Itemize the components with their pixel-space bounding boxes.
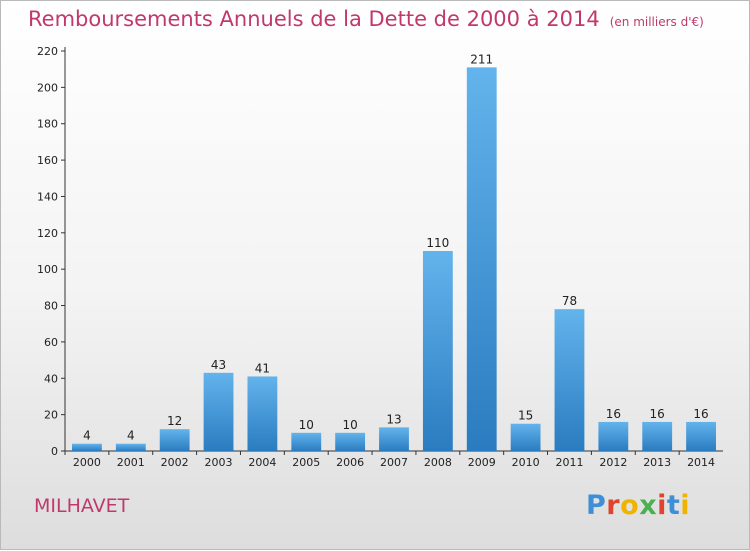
bar-2014: [686, 421, 716, 451]
bar-value-label: 16: [606, 407, 621, 421]
bar-2008: [422, 251, 453, 451]
bar-value-label: 16: [693, 407, 708, 421]
bar-2011: [554, 309, 585, 451]
x-tick-label: 2014: [687, 456, 715, 469]
x-tick-label: 2012: [599, 456, 627, 469]
bar-value-label: 10: [342, 418, 357, 432]
chart-title-text: Remboursements Annuels de la Dette de 20…: [28, 7, 600, 31]
logo-letter: i: [657, 490, 667, 521]
y-tick-label: 40: [44, 372, 58, 385]
y-tick-label: 160: [37, 154, 58, 167]
x-tick-label: 2013: [643, 456, 671, 469]
bar-value-label: 16: [650, 407, 665, 421]
bar-2006: [335, 432, 366, 451]
bar-value-label: 78: [562, 294, 577, 308]
x-tick-label: 2002: [161, 456, 189, 469]
bar-value-label: 110: [426, 236, 449, 250]
x-tick-label: 2009: [468, 456, 496, 469]
logo-letter: P: [586, 490, 607, 521]
bar-value-label: 211: [470, 52, 493, 66]
logo-letter: r: [606, 490, 621, 521]
y-tick-label: 80: [44, 300, 58, 313]
x-tick-label: 2008: [424, 456, 452, 469]
bar-2013: [642, 421, 673, 451]
x-tick-label: 2001: [117, 456, 145, 469]
bar-value-label: 43: [211, 358, 226, 372]
bar-2000: [72, 443, 102, 451]
bar-value-label: 4: [127, 429, 135, 443]
bar-value-label: 15: [518, 409, 533, 423]
bar-value-label: 10: [299, 418, 314, 432]
y-tick-label: 220: [37, 45, 58, 58]
bar-2005: [291, 432, 322, 451]
bar-2002: [159, 429, 190, 451]
logo-letter: i: [680, 490, 691, 521]
bar-2001: [115, 443, 146, 451]
bar-2012: [598, 421, 629, 451]
y-tick-label: 60: [44, 336, 58, 349]
bar-value-label: 41: [255, 361, 270, 375]
x-tick-label: 2010: [512, 456, 540, 469]
bar-value-label: 12: [167, 414, 182, 428]
y-tick-label: 120: [37, 227, 58, 240]
chart-title: Remboursements Annuels de la Dette de 20…: [28, 7, 704, 31]
x-tick-label: 2011: [555, 456, 583, 469]
bar-2009: [466, 67, 497, 451]
bar-2010: [510, 423, 541, 451]
y-tick-label: 100: [37, 263, 58, 276]
bar-2003: [203, 372, 234, 451]
y-tick-label: 20: [44, 409, 58, 422]
commune-name: MILHAVET: [34, 495, 130, 517]
logo-letter: x: [639, 490, 658, 521]
y-tick-label: 0: [51, 445, 58, 458]
y-axis: 0 20 40 60 80 100 120 140 160 180 200 220: [37, 45, 66, 458]
bar-value-label: 4: [83, 429, 91, 443]
proxiti-logo: Proxiti: [586, 490, 690, 521]
x-tick-label: 2000: [73, 456, 101, 469]
x-tick-label: 2005: [292, 456, 320, 469]
x-tick-label: 2007: [380, 456, 408, 469]
chart-subtitle: (en milliers d'€): [609, 15, 704, 29]
x-axis: 2000 2001 2002 2003 2004 2005 2006 2007 2008 2009…: [64, 450, 723, 469]
bar-2004: [247, 376, 278, 451]
y-tick-label: 180: [37, 118, 58, 131]
value-labels-group: 4 4 12 43 41 10 10 13 110 211 15 78 16 16 16: [83, 52, 709, 442]
logo-letter: t: [666, 490, 681, 521]
bars-group: [72, 67, 716, 451]
y-tick-label: 200: [37, 81, 58, 94]
x-tick-label: 2006: [336, 456, 364, 469]
bar-2007: [379, 427, 409, 451]
logo-letter: o: [620, 490, 640, 521]
x-tick-label: 2003: [205, 456, 233, 469]
bar-value-label: 13: [386, 412, 401, 426]
y-tick-label: 140: [37, 190, 58, 203]
x-tick-label: 2004: [248, 456, 276, 469]
